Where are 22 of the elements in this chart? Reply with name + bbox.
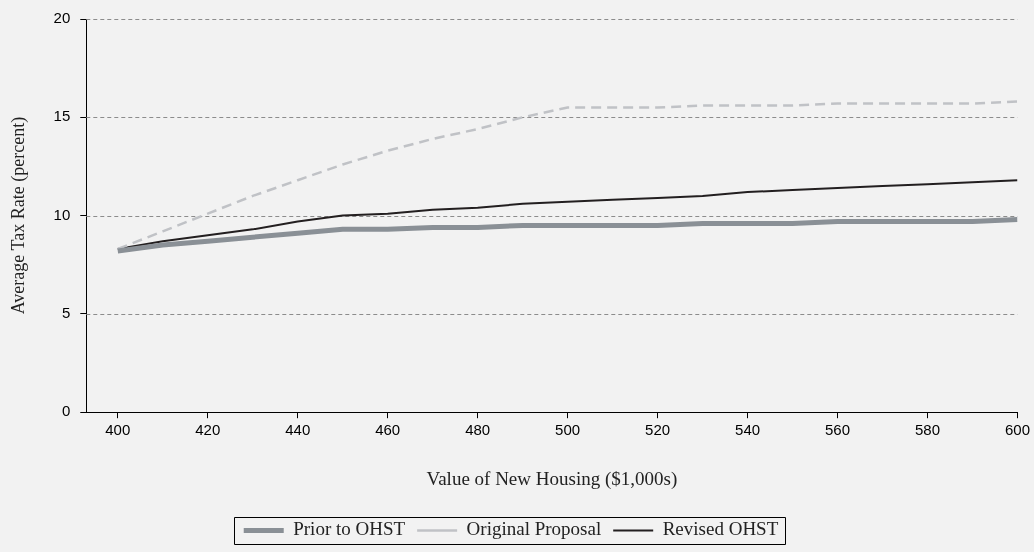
x-tick-label: 460: [375, 421, 401, 439]
legend-label: Original Proposal: [466, 518, 602, 540]
y-tick-label: 0: [61, 402, 71, 420]
y-tick-label: 5: [61, 304, 71, 322]
legend-label: Prior to OHST: [293, 518, 406, 540]
x-tick-label: 580: [915, 421, 941, 439]
x-axis-title: Value of New Housing ($1,000s): [426, 467, 678, 490]
x-tick-label: 540: [735, 421, 761, 439]
x-tick-label: 600: [1004, 421, 1030, 439]
y-axis-title: Average Tax Rate (percent): [7, 116, 29, 315]
legend-label: Revised OHST: [662, 518, 779, 540]
x-tick-label: 440: [285, 421, 311, 439]
y-tick-label: 10: [53, 205, 71, 223]
x-tick-label: 500: [555, 421, 581, 439]
x-tick-label: 400: [105, 421, 131, 439]
x-tick-label: 480: [465, 421, 491, 439]
y-tick-label: 15: [53, 107, 71, 125]
x-tick-label: 520: [645, 421, 671, 439]
y-tick-label: 20: [53, 9, 71, 27]
line-series: [116, 100, 1018, 251]
x-tick-label: 560: [825, 421, 851, 439]
x-tick-label: 420: [195, 421, 221, 439]
